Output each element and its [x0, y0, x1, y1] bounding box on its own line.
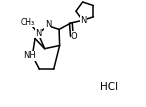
Text: CH₃: CH₃ [21, 18, 35, 27]
Text: O: O [71, 32, 78, 41]
Text: NH: NH [23, 51, 36, 60]
Text: N: N [80, 16, 86, 25]
Text: N: N [45, 20, 51, 29]
Text: HCl: HCl [100, 82, 118, 92]
Text: N: N [36, 29, 42, 38]
